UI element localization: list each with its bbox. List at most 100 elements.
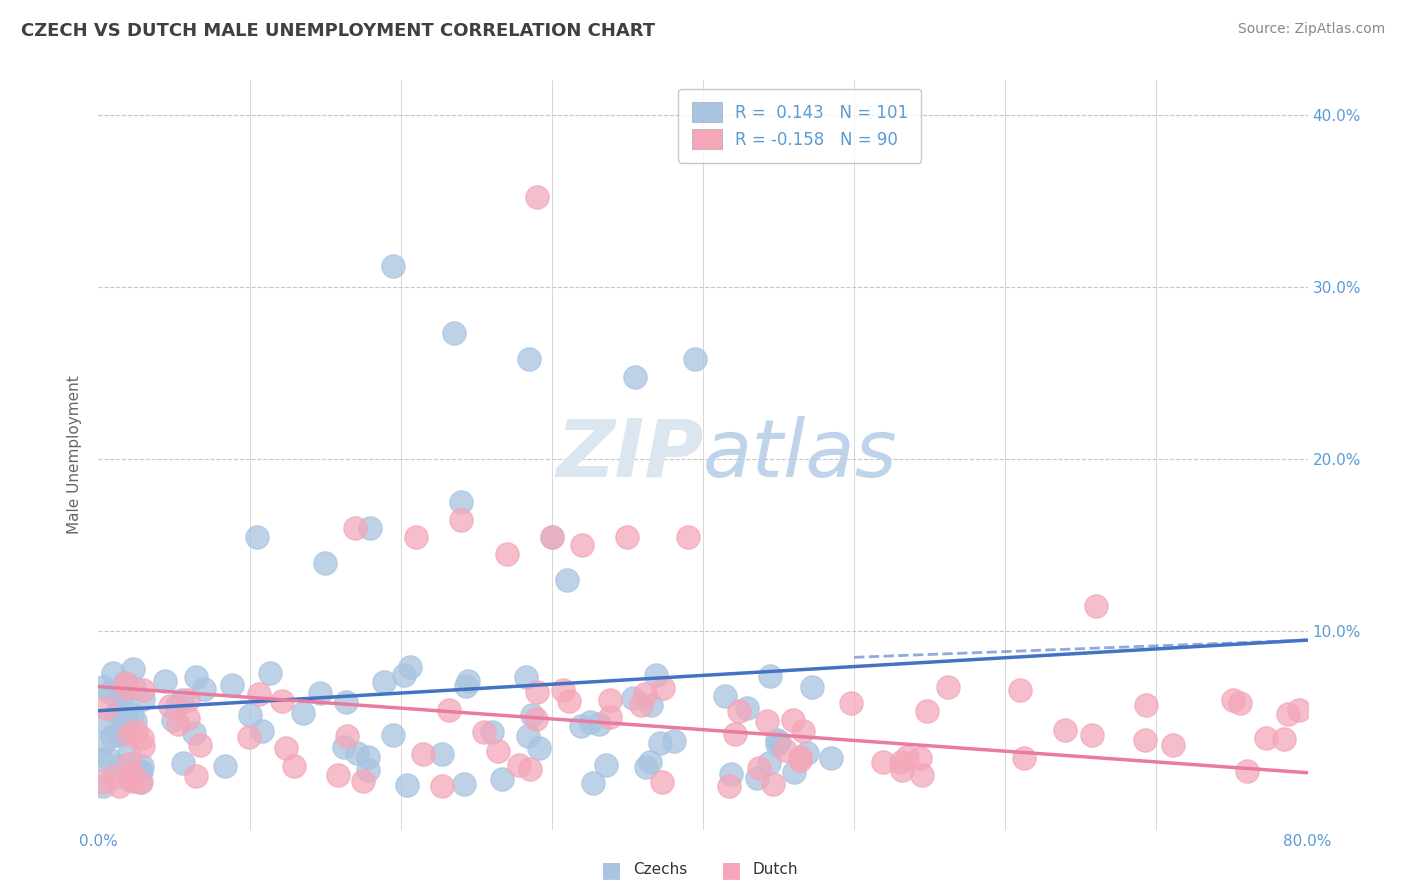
Point	[558, 694, 581, 708]
Point	[101, 770, 124, 784]
Point	[437, 703, 460, 717]
Point	[107, 779, 129, 793]
Point	[118, 772, 141, 787]
Point	[111, 723, 134, 738]
Point	[110, 759, 132, 773]
Point	[915, 704, 938, 718]
Point	[131, 774, 153, 789]
Point	[432, 779, 454, 793]
Point	[132, 691, 155, 706]
Point	[352, 774, 374, 789]
Point	[120, 767, 142, 781]
Point	[789, 750, 811, 764]
Point	[128, 764, 150, 778]
Point	[588, 716, 610, 731]
Point	[131, 682, 153, 697]
Point	[551, 682, 574, 697]
Point	[486, 744, 509, 758]
Point	[129, 764, 152, 778]
Point	[360, 521, 382, 535]
Point	[634, 760, 657, 774]
Point	[121, 774, 143, 789]
Point	[724, 726, 747, 740]
Point	[115, 676, 138, 690]
Point	[176, 711, 198, 725]
Point	[118, 747, 141, 761]
Point	[758, 756, 780, 771]
Y-axis label: Male Unemployment: Male Unemployment	[67, 376, 83, 534]
Point	[214, 759, 236, 773]
Point	[718, 779, 741, 793]
Point	[184, 670, 207, 684]
Point	[399, 660, 422, 674]
Point	[91, 736, 114, 750]
Point	[481, 725, 503, 739]
Point	[515, 670, 537, 684]
Point	[172, 693, 194, 707]
Text: CZECH VS DUTCH MALE UNEMPLOYMENT CORRELATION CHART: CZECH VS DUTCH MALE UNEMPLOYMENT CORRELA…	[21, 22, 655, 40]
Point	[569, 719, 592, 733]
Point	[91, 779, 114, 793]
Point	[630, 698, 652, 712]
Point	[789, 753, 811, 767]
Point	[90, 752, 112, 766]
Point	[112, 681, 135, 695]
Point	[239, 708, 262, 723]
Point	[396, 778, 419, 792]
Point	[98, 752, 121, 766]
Point	[714, 689, 737, 703]
Point	[115, 681, 138, 696]
Point	[443, 326, 465, 341]
Point	[896, 750, 918, 764]
Point	[624, 369, 647, 384]
Point	[737, 701, 759, 715]
Point	[595, 757, 617, 772]
Point	[105, 706, 128, 721]
Point	[555, 573, 578, 587]
Point	[634, 687, 657, 701]
Point	[640, 755, 662, 769]
Point	[820, 751, 842, 765]
Point	[246, 530, 269, 544]
Point	[131, 759, 153, 773]
Point	[357, 750, 380, 764]
Point	[748, 761, 770, 775]
Point	[599, 693, 621, 707]
Point	[332, 739, 354, 754]
Point	[1254, 731, 1277, 745]
Point	[128, 775, 150, 789]
Point	[121, 662, 143, 676]
Point	[756, 714, 779, 728]
Point	[122, 681, 145, 696]
Text: Dutch: Dutch	[752, 863, 797, 877]
Point	[430, 747, 453, 761]
Point	[166, 699, 188, 714]
Point	[1272, 731, 1295, 746]
Text: ZIP: ZIP	[555, 416, 703, 494]
Point	[183, 726, 205, 740]
Point	[872, 755, 894, 769]
Point	[685, 352, 707, 367]
Point	[382, 260, 405, 274]
Point	[124, 714, 146, 729]
Point	[108, 728, 131, 742]
Point	[796, 746, 818, 760]
Point	[1135, 698, 1157, 712]
Point	[90, 774, 112, 789]
Point	[648, 736, 671, 750]
Text: ■: ■	[721, 860, 741, 880]
Point	[621, 690, 644, 705]
Point	[1135, 733, 1157, 747]
Point	[908, 751, 931, 765]
Text: Czechs: Czechs	[633, 863, 688, 877]
Point	[155, 673, 177, 688]
Point	[94, 715, 117, 730]
Point	[582, 776, 605, 790]
Point	[616, 530, 638, 544]
Point	[517, 729, 540, 743]
Point	[540, 530, 562, 544]
Point	[335, 696, 357, 710]
Point	[1008, 683, 1031, 698]
Point	[782, 713, 804, 727]
Point	[1161, 738, 1184, 752]
